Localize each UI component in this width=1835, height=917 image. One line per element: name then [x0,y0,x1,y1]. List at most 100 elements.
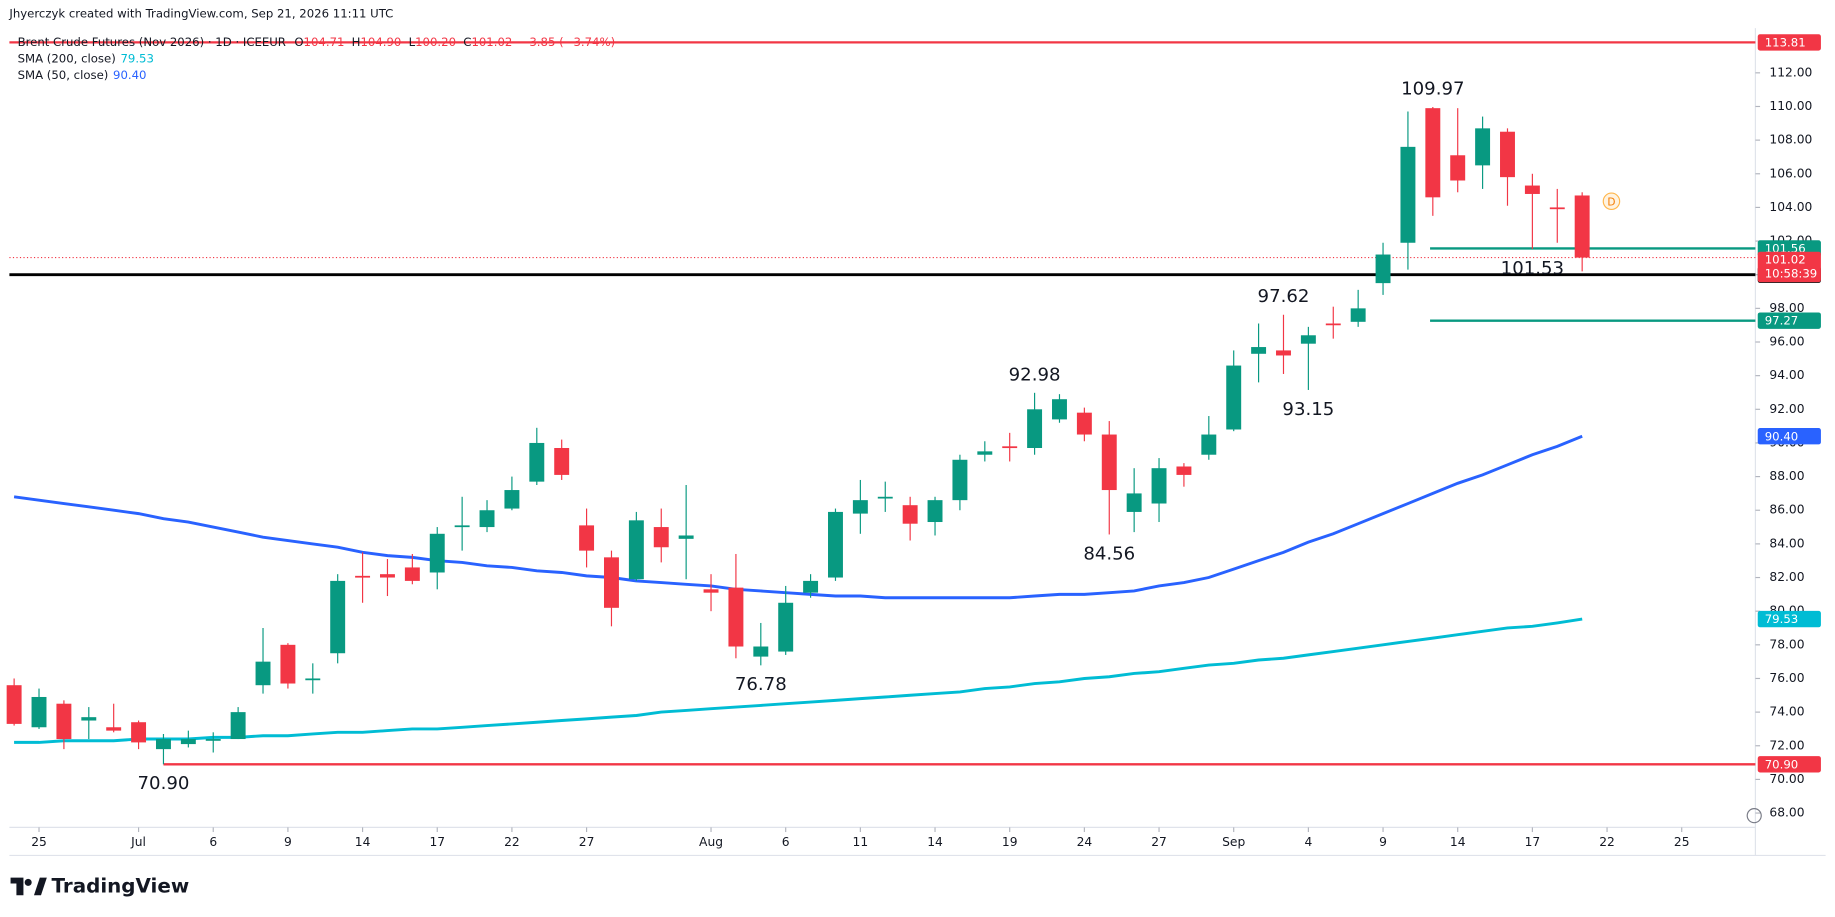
x-tick-label: 14 [1450,835,1466,849]
candle-body [1201,434,1217,455]
candle-body [404,567,420,581]
settings-icon [1746,808,1762,824]
candle-body [479,510,495,528]
y-tick-label: 82.00 [1769,570,1804,584]
ohlc-key: O [294,35,303,49]
candle-body [803,580,819,593]
ohlc-value: 104.71 [304,35,345,49]
annotation: 84.56 [1083,543,1135,564]
candle-body [1574,195,1590,258]
ohlc-key: C [463,35,471,49]
candle-body [255,661,271,686]
y-tick-label: 108.00 [1769,133,1812,147]
candle-body [355,575,371,578]
annotation: 93.15 [1282,399,1334,420]
candle-body [504,490,520,509]
x-tick-label: 24 [1077,835,1093,849]
ohlc-value: 100.20 [415,35,456,49]
title: Brent Crude Futures (Nov 2026) · 1D · IC… [18,35,286,49]
candle-body [1052,399,1067,420]
candle-body [1475,128,1491,166]
candle-body [31,696,47,728]
credit: Jhyerczyk created with TradingView.com, … [8,7,393,21]
y-tick-label: 76.00 [1769,671,1804,685]
y-tick-label: 70.00 [1769,772,1804,786]
legend-name: SMA (50, close) [18,67,109,81]
candle-body [106,727,122,731]
legend-item: SMA (200, close) 79.53 [18,51,154,65]
candle-body [1325,323,1341,326]
candle-body [81,717,97,721]
candle-body [280,644,296,684]
x-tick-label: 14 [355,835,371,849]
y-tick-label: 88.00 [1769,469,1804,483]
x-tick-label: 6 [782,835,790,849]
candle-body [753,646,769,657]
candle-body [131,722,147,743]
y-tick-label: 68.00 [1769,806,1804,820]
y-tick-label: 86.00 [1769,503,1804,517]
y-tick-label: 84.00 [1769,536,1804,550]
candle-body [678,535,694,539]
candle-body [852,500,868,514]
legend-name: SMA (200, close) [18,51,116,65]
ohlc-key: L [409,35,416,49]
candle-body [1251,347,1267,354]
y-tick-label: 78.00 [1769,637,1804,651]
sma-tag: 90.40 [1765,429,1798,443]
ohlc-key: H [352,35,361,49]
legend-value: 90.40 [113,67,146,81]
legend-value: 79.53 [120,51,153,65]
x-tick-label: 25 [31,835,47,849]
candle-body [927,500,943,523]
sma-tag-bg [1757,428,1821,445]
candle-body [902,505,918,524]
x-tick-label: 4 [1304,835,1312,849]
candle-body [1549,207,1565,210]
candle-body [1176,466,1192,475]
level-tag: 70.90 [1765,757,1798,771]
candle-body [1027,409,1043,448]
candle-body [1002,446,1018,449]
candle-body [653,527,669,548]
chart-frame [9,28,1826,857]
level-tag: 97.27 [1765,314,1798,328]
x-tick-label: 19 [1002,835,1018,849]
x-tick-label: 11 [853,835,869,849]
candle-body [728,587,744,647]
annotation: 70.90 [138,773,190,794]
sma-tag: 79.53 [1765,612,1798,626]
sma-tag-bg [1757,610,1821,628]
candle-body [977,451,993,455]
candle-body [330,580,346,654]
candle-body [429,533,445,573]
x-tick-label: 27 [1151,835,1167,849]
annotation: 101.53 [1501,258,1564,279]
candle-body [828,511,843,578]
candle-body [604,557,619,608]
candle-body [1126,493,1142,512]
x-tick-label: Jul [130,835,146,849]
ohlc-value: 104.90 [360,35,401,49]
y-tick-label: 110.00 [1769,99,1812,113]
sma-line [14,617,1583,744]
candle-body [1350,308,1366,322]
annotation: 92.98 [1009,364,1061,385]
x-tick-label: Aug [699,835,723,849]
candle-body [554,447,570,475]
candle-body [1425,108,1441,198]
x-tick-label: 17 [1525,835,1541,849]
candle-body [1101,434,1117,491]
brand: TradingView [52,875,190,898]
candle-body [628,520,644,580]
candle-body [1400,146,1416,243]
y-tick-label: 72.00 [1769,738,1804,752]
x-tick-label: 22 [504,835,520,849]
candle-body [1500,131,1515,178]
candle-body [6,685,22,724]
y-tick-label: 104.00 [1769,200,1812,214]
candle-body [454,525,470,528]
candle-body [205,739,221,741]
annotation: 97.62 [1258,286,1310,307]
